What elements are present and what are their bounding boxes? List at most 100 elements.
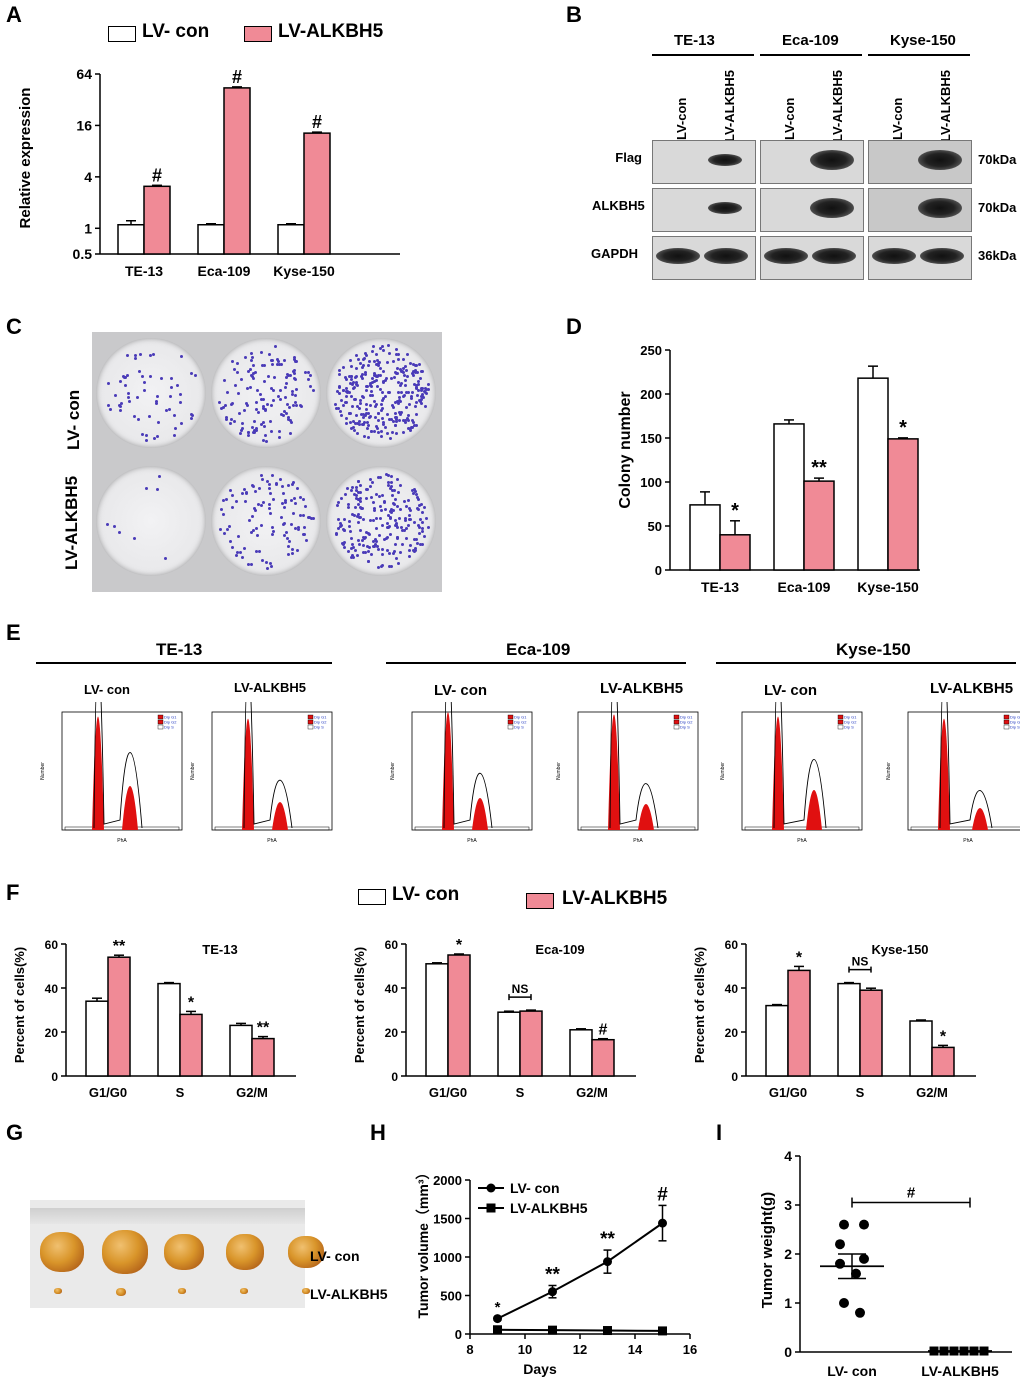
colony-dot <box>302 525 306 529</box>
y-tick-label: 1 <box>84 220 92 236</box>
colony-dot <box>387 351 391 355</box>
colony-dot <box>285 403 289 407</box>
y-tick-label: 0 <box>391 1070 398 1084</box>
blot-group-line <box>652 54 754 56</box>
colony-dot <box>418 531 422 535</box>
colony-dot <box>154 401 158 405</box>
ruler <box>30 1208 305 1224</box>
colony-dot <box>307 371 311 375</box>
colony-dot <box>376 358 380 362</box>
colony-dot <box>354 382 358 386</box>
colony-dot <box>241 427 245 431</box>
colony-dot <box>373 405 377 409</box>
colony-dot <box>347 525 351 529</box>
baseline-bar <box>414 826 530 831</box>
colony-dot <box>416 379 420 383</box>
flow-ylabel: Number <box>390 762 396 780</box>
bar-con <box>773 423 805 571</box>
blot-band <box>708 202 742 214</box>
colony-dot <box>363 420 367 424</box>
colony-dot <box>386 344 390 348</box>
colony-dot <box>355 497 359 501</box>
colony-dot <box>422 396 426 400</box>
colony-dot <box>359 496 363 500</box>
colony-dot <box>253 370 257 374</box>
colony-dot <box>360 413 364 417</box>
bar-con <box>497 1011 521 1077</box>
x-tick-label: 16 <box>683 1342 697 1357</box>
flow-legend-label: Dip S <box>164 725 174 730</box>
annotation: NS <box>512 982 529 996</box>
colony-dot <box>218 528 222 532</box>
colony-dot <box>399 370 403 374</box>
chart-f-te13: 0 20 40 60 ** G1/G0 * S ** G2/M TE-13 Percent of c… <box>12 938 296 1100</box>
colony-dot <box>136 396 140 400</box>
colony-dot <box>398 412 402 416</box>
flow-legend-label: Dip G1 <box>680 715 693 720</box>
colony-dot <box>390 511 394 515</box>
tumor-con <box>226 1234 264 1270</box>
colony-dot <box>404 384 408 388</box>
f-legend-label-con: LV- con <box>392 884 460 905</box>
colony-dot <box>336 500 340 504</box>
bar-con <box>837 982 861 1077</box>
flow-legend-label: Dip S <box>680 725 690 730</box>
colony-dot <box>225 415 229 419</box>
colony-dot <box>119 401 123 405</box>
colony-dot <box>292 480 296 484</box>
colony-dot <box>377 533 381 537</box>
colony-dot <box>398 383 402 387</box>
colony-plate <box>96 338 206 448</box>
colony-dot <box>219 507 223 511</box>
colony-dot <box>360 372 364 376</box>
panel-letter-i: I <box>716 1120 723 1145</box>
bar-con <box>277 223 305 255</box>
chart-f1-ylabel: Percent of cells(%) <box>12 947 27 1063</box>
colony-dot <box>278 389 282 393</box>
colony-dot <box>298 514 302 518</box>
colony-dot <box>222 405 226 409</box>
bar-alk <box>887 438 919 571</box>
blot-band <box>872 248 916 264</box>
colony-dot <box>398 410 402 414</box>
colony-dot <box>351 555 355 559</box>
colony-dot <box>281 491 285 495</box>
colony-dot <box>377 566 381 570</box>
flow-group-line <box>386 662 686 664</box>
annotation: ** <box>811 457 827 479</box>
colony-dot <box>411 426 415 430</box>
colony-dot <box>390 430 394 434</box>
colony-dot <box>398 507 402 511</box>
colony-dot <box>299 404 303 408</box>
colony-dot <box>404 504 408 508</box>
colony-dot <box>407 414 411 418</box>
colony-dot <box>345 394 348 398</box>
colony-dot <box>137 417 141 421</box>
colony-dot <box>392 501 396 505</box>
colony-dot <box>291 483 295 487</box>
g2-peak <box>638 804 654 830</box>
colony-dot <box>377 374 381 378</box>
colony-dot <box>245 401 248 405</box>
colony-dot <box>279 515 283 519</box>
colony-dot <box>262 363 266 367</box>
colony-dot <box>356 520 360 524</box>
colony-dot <box>245 404 249 408</box>
colony-dot <box>235 371 239 375</box>
chart-f2-ylabel: Percent of cells(%) <box>352 947 367 1063</box>
colony-dot <box>274 481 278 485</box>
colony-dot <box>355 380 359 384</box>
colony-dot <box>378 360 382 364</box>
colony-dot <box>160 376 164 380</box>
colony-dot <box>156 421 160 425</box>
bar-con <box>157 982 181 1077</box>
y-tick-label: 40 <box>385 982 399 996</box>
colony-dot <box>365 426 369 430</box>
f-legend-label-alk: LV-ALKBH5 <box>562 888 668 909</box>
colony-row-label: LV- con <box>64 389 83 450</box>
colony-dot <box>220 406 224 410</box>
colony-dot <box>382 396 386 400</box>
category-label: G2/M <box>576 1085 608 1100</box>
series-line <box>497 1222 664 1320</box>
